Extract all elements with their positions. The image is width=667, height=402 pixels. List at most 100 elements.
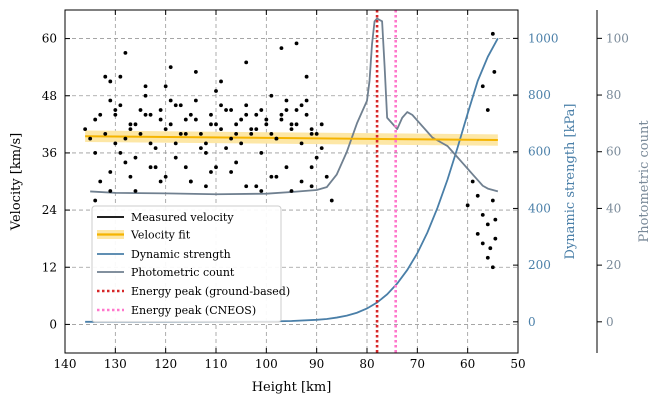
- y3-axis-label: Photometric count: [637, 120, 652, 243]
- y-tick-label: 12: [42, 260, 57, 274]
- measured-velocity-point: [108, 170, 113, 174]
- measured-velocity-point: [259, 151, 264, 155]
- measured-velocity-point: [279, 112, 284, 117]
- measured-velocity-point: [183, 131, 188, 136]
- measured-velocity-point: [229, 108, 234, 112]
- measured-velocity-point: [103, 74, 108, 79]
- measured-velocity-point: [475, 193, 480, 198]
- y3-tick-label: 80: [606, 88, 621, 102]
- measured-velocity-point: [289, 127, 294, 131]
- measured-velocity-point: [244, 184, 249, 189]
- measured-velocity-point: [304, 74, 309, 79]
- measured-velocity-point: [158, 108, 163, 112]
- measured-velocity-point: [98, 179, 103, 184]
- measured-velocity-point: [304, 98, 309, 103]
- x-tick-label: 80: [359, 357, 374, 371]
- photometric-count-line: [90, 17, 499, 196]
- measured-velocity-point: [485, 222, 490, 227]
- measured-velocity-point: [229, 136, 234, 141]
- measured-velocity-point: [264, 117, 269, 122]
- measured-velocity-point: [244, 103, 249, 108]
- x-axis-label: Height [km]: [252, 380, 332, 395]
- measured-velocity-point: [113, 141, 118, 146]
- measured-velocity-point: [163, 84, 168, 89]
- measured-velocity-point: [485, 255, 490, 260]
- measured-velocity-point: [294, 108, 299, 112]
- measured-velocity-point: [168, 122, 173, 127]
- y-tick-label: 0: [49, 317, 57, 331]
- legend-label-photometric: Photometric count: [131, 266, 235, 279]
- measured-velocity-point: [153, 146, 158, 151]
- measured-velocity-point: [493, 217, 498, 222]
- y3-tick-label: 20: [606, 258, 621, 272]
- measured-velocity-point: [239, 117, 244, 122]
- measured-velocity-point: [490, 265, 495, 270]
- measured-velocity-point: [219, 79, 223, 84]
- measured-velocity-point: [118, 103, 123, 108]
- measured-velocity-point: [158, 117, 163, 122]
- measured-velocity-point: [209, 112, 213, 117]
- measured-velocity-point: [168, 98, 173, 103]
- measured-velocity-point: [123, 160, 128, 165]
- measured-velocity-point: [289, 189, 294, 193]
- measured-velocity-point: [158, 179, 163, 184]
- measured-velocity-point: [254, 127, 259, 131]
- legend-label-peak-cneos: Energy peak (CNEOS): [131, 304, 256, 317]
- measured-velocity-point: [249, 127, 254, 131]
- measured-velocity-point: [93, 151, 98, 155]
- measured-velocity-point: [314, 155, 319, 160]
- measured-velocity-point: [319, 122, 324, 127]
- measured-velocity-point: [204, 151, 208, 155]
- measured-velocity-point: [214, 122, 218, 127]
- measured-velocity-point: [470, 179, 475, 184]
- measured-velocity-point: [193, 98, 198, 103]
- legend-label-peak-ground: Energy peak (ground-based): [131, 285, 290, 298]
- measured-velocity-point: [103, 131, 108, 136]
- measured-velocity-points: [83, 31, 498, 270]
- plot-frame: [64, 9, 519, 354]
- measured-velocity-point: [234, 131, 239, 136]
- x-tick-label: 70: [410, 357, 425, 371]
- measured-velocity-point: [133, 122, 138, 127]
- measured-velocity-point: [485, 108, 490, 112]
- grid-lines: [65, 10, 518, 353]
- y3-tick-label: 0: [606, 315, 614, 329]
- measured-velocity-point: [128, 127, 133, 131]
- x-tick-label: 130: [104, 357, 127, 371]
- measured-velocity-point: [490, 198, 495, 203]
- measured-velocity-point: [219, 127, 223, 131]
- measured-velocity-point: [284, 108, 289, 112]
- measured-velocity-point: [128, 174, 133, 179]
- y2-tick-label: 400: [528, 201, 551, 215]
- legend: Measured velocity Velocity fit Dynamic s…: [91, 205, 290, 323]
- y-tick-label: 48: [42, 89, 57, 103]
- y3-tick-label: 100: [606, 31, 629, 45]
- measured-velocity-point: [234, 122, 239, 127]
- measured-velocity-point: [113, 108, 118, 112]
- measured-velocity-point: [168, 65, 173, 70]
- legend-label-fit: Velocity fit: [130, 229, 191, 242]
- y-axis-label: Velocity [km/s]: [9, 133, 24, 231]
- measured-velocity-point: [219, 103, 223, 108]
- measured-velocity-point: [224, 146, 228, 151]
- measured-velocity-point: [475, 232, 480, 236]
- measured-velocity-point: [264, 122, 269, 127]
- measured-velocity-point: [492, 70, 497, 74]
- measured-velocity-point: [173, 103, 178, 108]
- measured-velocity-point: [178, 103, 183, 108]
- measured-velocity-point: [118, 74, 123, 79]
- y-tick-label: 24: [42, 203, 58, 217]
- measured-velocity-point: [304, 112, 309, 117]
- measured-velocity-point: [173, 141, 178, 146]
- measured-velocity-point: [199, 131, 203, 136]
- y-tick-label: 60: [42, 32, 57, 46]
- measured-velocity-point: [188, 179, 193, 184]
- measured-velocity-point: [163, 127, 168, 131]
- measured-velocity-point: [319, 146, 324, 151]
- y2-tick-label: 200: [528, 258, 551, 272]
- measured-velocity-point: [214, 89, 218, 93]
- measured-velocity-point: [173, 155, 178, 160]
- measured-velocity-point: [294, 122, 299, 127]
- measured-velocity-point: [133, 155, 138, 160]
